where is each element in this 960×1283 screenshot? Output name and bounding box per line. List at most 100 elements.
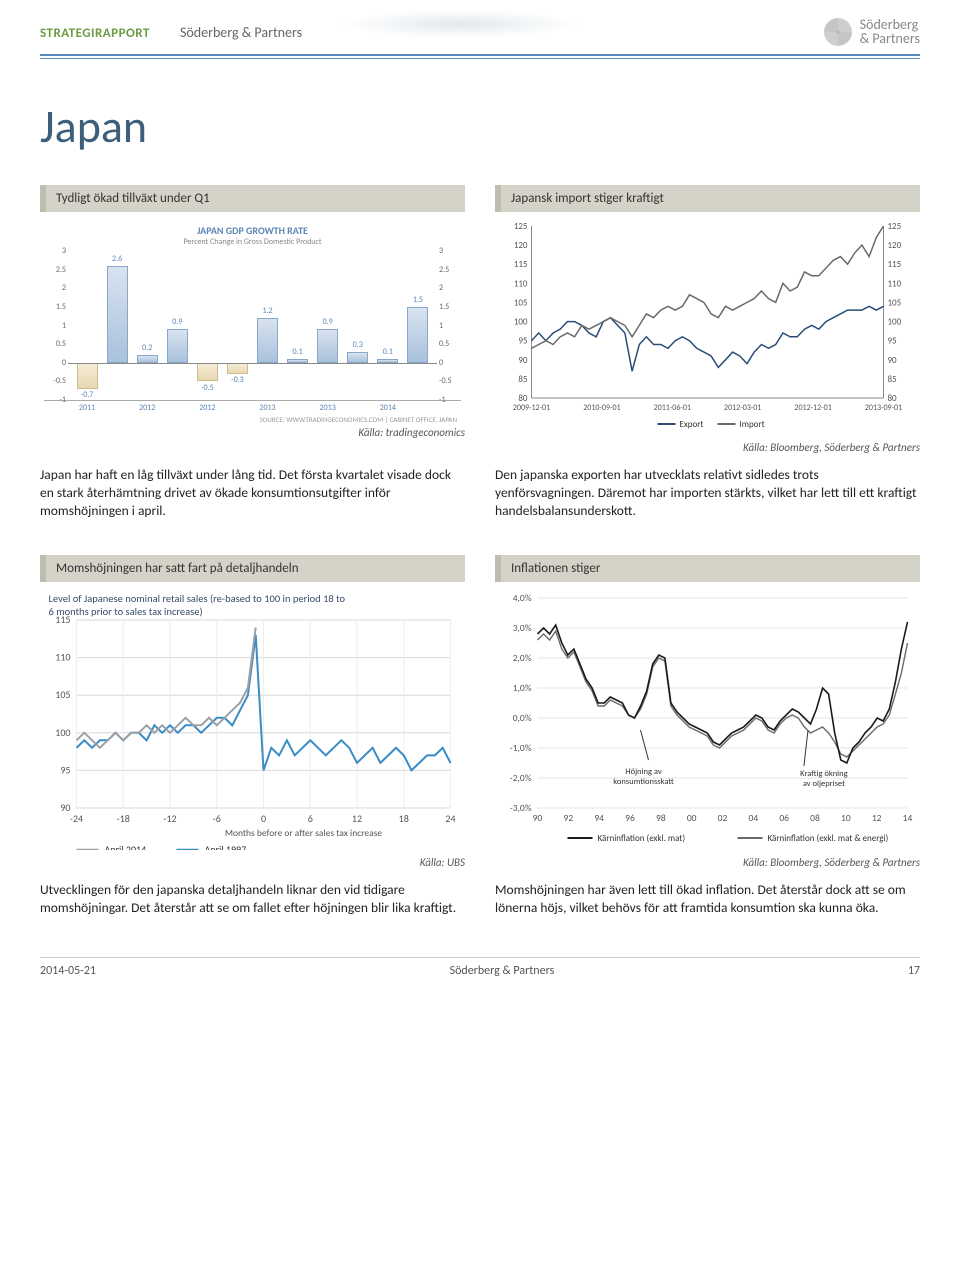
svg-text:-1,0%: -1,0% bbox=[510, 742, 532, 754]
svg-text:115: 115 bbox=[514, 259, 528, 270]
svg-text:0,0%: 0,0% bbox=[513, 712, 532, 724]
svg-text:100: 100 bbox=[514, 317, 528, 328]
svg-text:120: 120 bbox=[888, 240, 902, 251]
svg-text:-2,0%: -2,0% bbox=[510, 772, 532, 784]
svg-text:2,0%: 2,0% bbox=[513, 652, 532, 664]
svg-text:2011-06-01: 2011-06-01 bbox=[654, 403, 691, 413]
svg-text:Months before or after sales t: Months before or after sales tax increas… bbox=[225, 827, 383, 839]
logo-icon bbox=[824, 18, 852, 46]
svg-text:3,0%: 3,0% bbox=[513, 622, 532, 634]
svg-text:100: 100 bbox=[888, 317, 902, 328]
svg-text:12: 12 bbox=[872, 812, 882, 824]
svg-text:-24: -24 bbox=[70, 812, 83, 825]
page-header: STRATEGIRAPPORT Söderberg & Partners Söd… bbox=[40, 0, 920, 56]
svg-text:2013-09-01: 2013-09-01 bbox=[865, 403, 902, 413]
svg-text:125: 125 bbox=[888, 221, 902, 232]
header-decoration bbox=[340, 10, 580, 38]
panel2-heading: Japansk import stiger kraftigt bbox=[495, 185, 920, 212]
panel3-heading: Momshöjningen har satt fart på detaljhan… bbox=[40, 555, 465, 582]
svg-text:92: 92 bbox=[564, 812, 574, 824]
svg-text:105: 105 bbox=[514, 297, 528, 308]
page-footer: 2014-05-21 Söderberg & Partners 17 bbox=[40, 957, 920, 978]
svg-text:06: 06 bbox=[779, 812, 789, 824]
svg-text:April 1997: April 1997 bbox=[205, 843, 247, 850]
panel2-source: Källa: Bloomberg, Söderberg & Partners bbox=[495, 441, 920, 454]
panel4-heading: Inflationen stiger bbox=[495, 555, 920, 582]
body-text-right-2: Momshöjningen har även lett till ökad in… bbox=[495, 881, 920, 917]
svg-text:96: 96 bbox=[625, 812, 635, 824]
svg-text:115: 115 bbox=[888, 259, 902, 270]
svg-text:av oljepriset: av oljepriset bbox=[803, 779, 845, 789]
body-text-right-1: Den japanska exporten har utvecklats rel… bbox=[495, 466, 920, 521]
svg-text:2009-12-01: 2009-12-01 bbox=[513, 403, 550, 413]
gdp-chart-footer: SOURCE: WWW.TRADINGECONOMICS.COM | CABIN… bbox=[44, 415, 457, 424]
svg-text:95: 95 bbox=[60, 763, 70, 776]
svg-text:1,0%: 1,0% bbox=[513, 682, 532, 694]
header-company: Söderberg & Partners bbox=[180, 24, 302, 41]
svg-text:-6: -6 bbox=[213, 812, 221, 825]
svg-text:98: 98 bbox=[656, 812, 666, 824]
company-logo: Söderberg & Partners bbox=[824, 18, 920, 46]
svg-text:6: 6 bbox=[308, 812, 313, 825]
svg-text:04: 04 bbox=[749, 812, 759, 824]
svg-text:-18: -18 bbox=[117, 812, 130, 825]
body-text-left-1: Japan har haft en låg tillväxt under lån… bbox=[40, 466, 465, 521]
panel3-source: Källa: UBS bbox=[40, 856, 465, 869]
svg-text:110: 110 bbox=[514, 278, 528, 289]
page-title: Japan bbox=[40, 99, 920, 155]
logo-text-bottom: & Partners bbox=[860, 32, 920, 46]
gdp-chart-subtitle: Percent Change in Gross Domestic Product bbox=[44, 237, 461, 247]
svg-text:85: 85 bbox=[518, 374, 528, 385]
svg-text:110: 110 bbox=[55, 650, 70, 663]
svg-text:14: 14 bbox=[903, 812, 913, 824]
svg-text:90: 90 bbox=[888, 355, 898, 366]
svg-text:100: 100 bbox=[55, 725, 70, 738]
svg-text:10: 10 bbox=[841, 812, 851, 824]
svg-text:120: 120 bbox=[514, 240, 528, 251]
footer-date: 2014-05-21 bbox=[40, 964, 96, 978]
svg-text:Level of Japanese nominal reta: Level of Japanese nominal retail sales (… bbox=[49, 592, 346, 605]
svg-text:08: 08 bbox=[810, 812, 820, 824]
svg-text:Import: Import bbox=[740, 419, 765, 430]
export-import-chart: 8080858590909595100100105105110110115115… bbox=[495, 220, 920, 435]
svg-text:Höjning av: Höjning av bbox=[625, 767, 662, 777]
panel4-source: Källa: Bloomberg, Söderberg & Partners bbox=[495, 856, 920, 869]
svg-text:2012-12-01: 2012-12-01 bbox=[794, 403, 831, 413]
svg-text:85: 85 bbox=[888, 374, 898, 385]
svg-text:12: 12 bbox=[352, 812, 362, 825]
gdp-chart-title: JAPAN GDP GROWTH RATE bbox=[44, 224, 461, 237]
svg-text:-3,0%: -3,0% bbox=[510, 802, 532, 814]
svg-text:105: 105 bbox=[55, 688, 70, 701]
svg-text:2010-09-01: 2010-09-01 bbox=[583, 403, 620, 413]
body-text-left-2: Utvecklingen för den japanska detaljhand… bbox=[40, 881, 465, 917]
footer-page: 17 bbox=[908, 964, 920, 978]
svg-text:95: 95 bbox=[888, 336, 898, 347]
svg-text:Export: Export bbox=[680, 419, 704, 430]
retail-chart: Level of Japanese nominal retail sales (… bbox=[40, 590, 465, 850]
gdp-chart: JAPAN GDP GROWTH RATE Percent Change in … bbox=[40, 220, 465, 420]
panel1-heading: Tydligt ökad tillväxt under Q1 bbox=[40, 185, 465, 212]
inflation-chart: 4,0% 3,0% 2,0% 1,0% 0,0% -1,0% -2,0% -3,0%90 92 9… bbox=[495, 590, 920, 850]
svg-text:Kärninflation (exkl. mat & ene: Kärninflation (exkl. mat & energi) bbox=[768, 833, 889, 844]
svg-text:18: 18 bbox=[399, 812, 409, 825]
report-type-label: STRATEGIRAPPORT bbox=[40, 26, 150, 41]
svg-text:90: 90 bbox=[518, 355, 528, 366]
svg-text:Kraftig ökning: Kraftig ökning bbox=[800, 769, 847, 779]
svg-text:6 months prior to sales tax in: 6 months prior to sales tax increase) bbox=[49, 605, 203, 618]
svg-text:95: 95 bbox=[518, 336, 528, 347]
svg-text:2012-03-01: 2012-03-01 bbox=[724, 403, 761, 413]
svg-text:105: 105 bbox=[888, 297, 902, 308]
svg-text:02: 02 bbox=[718, 812, 728, 824]
svg-text:94: 94 bbox=[594, 812, 604, 824]
svg-text:115: 115 bbox=[55, 613, 70, 626]
panel1-source: Källa: tradingeconomics bbox=[40, 426, 465, 439]
svg-text:Kärninflation (exkl. mat): Kärninflation (exkl. mat) bbox=[598, 833, 686, 844]
svg-text:110: 110 bbox=[888, 278, 902, 289]
svg-text:4,0%: 4,0% bbox=[513, 592, 532, 604]
svg-text:90: 90 bbox=[533, 812, 543, 824]
footer-center: Söderberg & Partners bbox=[450, 964, 555, 978]
svg-text:0: 0 bbox=[261, 812, 266, 825]
svg-text:125: 125 bbox=[514, 221, 528, 232]
svg-text:konsumtionsskatt: konsumtionsskatt bbox=[613, 777, 674, 787]
svg-text:24: 24 bbox=[445, 812, 455, 825]
